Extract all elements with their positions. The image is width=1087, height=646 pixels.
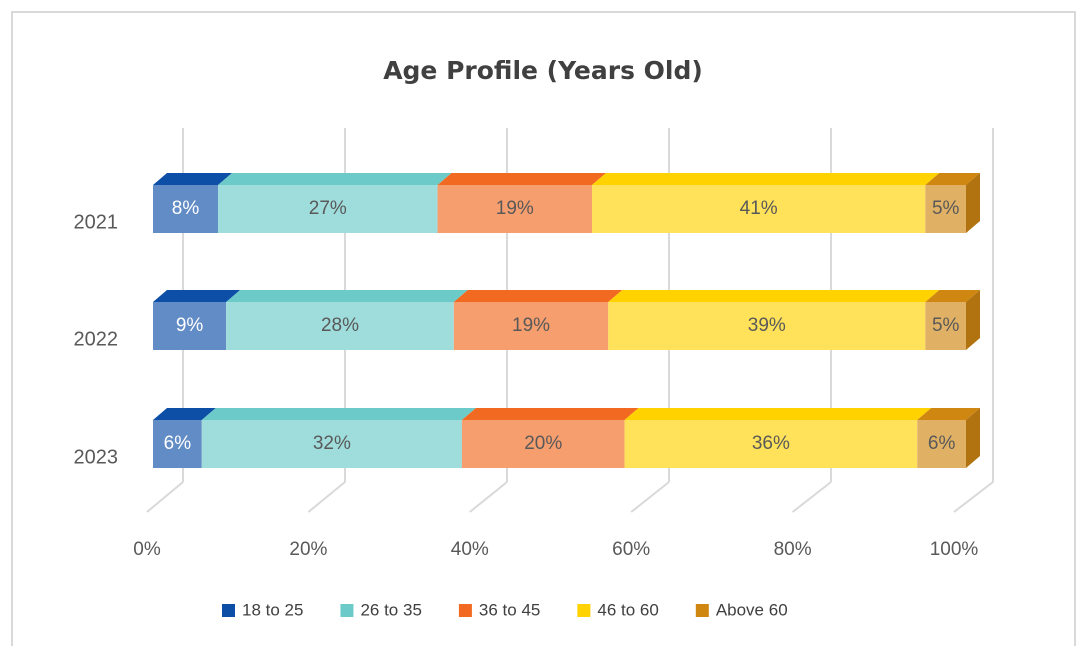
data-label: 27% (309, 198, 347, 219)
bar (608, 302, 926, 350)
legend-swatch (458, 604, 472, 617)
y-tick-label: 2021 (74, 211, 119, 233)
bar (153, 420, 202, 468)
legend-label: 26 to 35 (360, 600, 421, 619)
x-tick-label: 60% (612, 539, 650, 560)
bar (226, 302, 454, 350)
legend-label: Above 60 (716, 600, 788, 619)
bar (624, 420, 918, 468)
bar-top (153, 408, 216, 420)
legend-swatch (340, 604, 354, 617)
bar (153, 302, 227, 350)
bar-top (461, 408, 639, 420)
data-label: 32% (313, 433, 351, 454)
bar (453, 302, 609, 350)
x-tick-label: 0% (133, 539, 161, 560)
floor-grid-line (307, 481, 346, 513)
bar (218, 185, 438, 233)
bar-top (153, 290, 241, 302)
bar-top (592, 173, 940, 185)
legend-label: 46 to 60 (597, 600, 658, 619)
y-tick-label: 2023 (74, 446, 119, 468)
bar (461, 420, 625, 468)
bar-top (624, 408, 932, 420)
bar-top (925, 290, 980, 302)
floor-grid-line (630, 481, 670, 513)
legend-swatch (577, 604, 591, 617)
data-label: 6% (164, 433, 192, 454)
legend-swatch (222, 604, 235, 617)
bar-top (925, 173, 980, 185)
legend-label: 18 to 25 (242, 600, 303, 619)
data-label: 41% (740, 198, 778, 219)
data-label: 28% (321, 315, 359, 336)
x-tick-label: 20% (289, 539, 327, 560)
x-tick-label: 40% (451, 539, 489, 560)
data-label: 5% (932, 198, 960, 219)
floor-grid-line (469, 481, 508, 513)
bar (153, 185, 219, 233)
bar-top (218, 173, 452, 185)
chart-title: Age Profile (Years Old) (383, 56, 703, 85)
floor-grid-line (146, 481, 184, 513)
bar-top (226, 290, 468, 302)
bar (592, 185, 926, 233)
x-tick-label: 100% (930, 539, 979, 560)
bar-top (453, 290, 623, 302)
floor-grid-line (953, 481, 994, 513)
bar (917, 420, 966, 468)
bar-top (153, 173, 233, 185)
bar-side (966, 408, 980, 468)
bar-top (437, 173, 607, 185)
data-label: 39% (748, 315, 786, 336)
data-label: 36% (752, 433, 790, 454)
bar-top (201, 408, 476, 420)
legend-label: 36 to 45 (479, 600, 540, 619)
legend-swatch (695, 604, 709, 617)
floor-grid-line (791, 481, 832, 513)
data-label: 5% (932, 315, 960, 336)
bar (201, 420, 462, 468)
bar-side (966, 173, 980, 233)
bar (925, 302, 966, 350)
data-label: 8% (172, 198, 200, 219)
data-label: 6% (928, 433, 956, 454)
bar (437, 185, 593, 233)
data-label: 20% (524, 433, 562, 454)
data-label: 19% (496, 198, 534, 219)
x-tick-label: 80% (774, 539, 812, 560)
data-label: 9% (176, 315, 204, 336)
bar-top (917, 408, 980, 420)
bar-top (608, 290, 940, 302)
y-tick-label: 2022 (74, 328, 119, 350)
data-label: 19% (512, 315, 550, 336)
bar-side (966, 290, 980, 350)
bar (925, 185, 966, 233)
